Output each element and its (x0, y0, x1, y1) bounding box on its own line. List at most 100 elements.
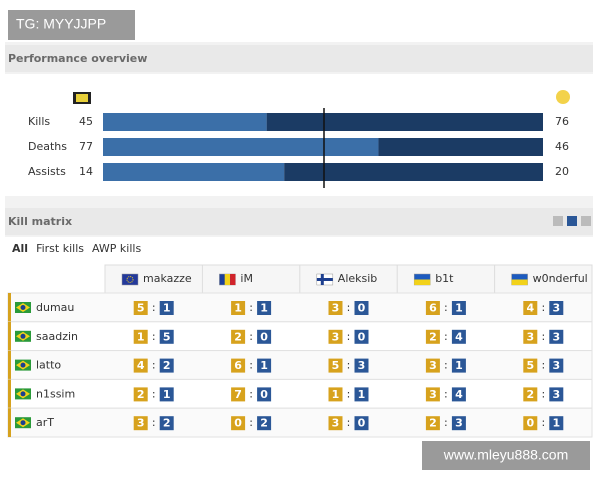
row-player[interactable]: arT (36, 416, 54, 429)
deaths-box (159, 301, 174, 315)
kills-box (231, 301, 246, 315)
kills-box (231, 329, 246, 344)
deaths-box (159, 329, 174, 344)
flag (20, 362, 26, 368)
deaths-box (451, 301, 466, 315)
num: 4 (455, 388, 463, 401)
kills-box (328, 416, 343, 431)
num: 1 (260, 302, 268, 315)
flag (316, 278, 333, 281)
num: 1 (137, 330, 145, 343)
separator: : (444, 330, 448, 343)
separator: : (444, 387, 448, 400)
num: 0 (260, 388, 268, 401)
separator: : (541, 387, 545, 400)
num: 3 (552, 359, 560, 372)
num: 1 (163, 388, 171, 401)
column-player[interactable]: b1t (435, 272, 454, 285)
num: 3 (332, 302, 340, 315)
view-icon[interactable] (581, 216, 591, 226)
num: 2 (137, 388, 145, 401)
deaths-box (257, 358, 272, 373)
stat-right: 46 (555, 140, 569, 153)
deaths-box (549, 301, 564, 315)
kills-box (523, 358, 538, 373)
kills-box (231, 358, 246, 373)
separator: : (541, 301, 545, 314)
column-player[interactable]: makazze (143, 272, 192, 285)
separator: : (347, 387, 351, 400)
view-icon[interactable] (553, 216, 563, 226)
num: 3 (429, 359, 437, 372)
kills-box (133, 358, 148, 373)
num: 0 (358, 417, 366, 430)
watermark: TG: MYYJJPP (16, 16, 106, 32)
column-player[interactable]: iM (240, 272, 253, 285)
flag (121, 273, 139, 286)
tab[interactable]: AWP kills (92, 242, 141, 255)
tab[interactable]: First kills (36, 242, 84, 255)
kills-box (328, 301, 343, 315)
bar-right (378, 138, 543, 156)
kills-box (425, 416, 440, 431)
num: 1 (552, 417, 560, 430)
kills-box (133, 387, 148, 402)
kills-box (231, 387, 246, 402)
flag (20, 391, 26, 397)
column-player[interactable]: Aleksib (338, 272, 378, 285)
row-player[interactable]: saadzin (36, 330, 78, 343)
kills-box (133, 301, 148, 315)
tab[interactable]: All (12, 242, 28, 255)
section-header (5, 208, 593, 235)
kills-box (425, 329, 440, 344)
deaths-box (451, 387, 466, 402)
bar-left (103, 138, 379, 156)
row (7, 378, 593, 409)
num: 1 (260, 359, 268, 372)
num: 3 (526, 330, 534, 343)
view-icons[interactable] (553, 216, 591, 226)
kills-box (523, 387, 538, 402)
separator: : (347, 359, 351, 372)
deaths-box (354, 387, 369, 402)
num: 0 (358, 330, 366, 343)
row-player[interactable]: latto (36, 359, 61, 372)
header-row (104, 264, 593, 294)
separator: : (152, 330, 156, 343)
kills-box (133, 329, 148, 344)
flag (320, 274, 324, 285)
flag (126, 276, 134, 283)
row-player[interactable]: dumau (36, 301, 74, 314)
kills-box (425, 387, 440, 402)
num: 3 (137, 417, 145, 430)
num: 3 (332, 417, 340, 430)
watermark-box (8, 10, 135, 40)
num: 2 (429, 417, 437, 430)
deaths-box (159, 387, 174, 402)
num: 6 (234, 359, 242, 372)
num: 6 (429, 302, 437, 315)
num: 5 (137, 302, 145, 315)
stat-label: Kills (28, 115, 50, 128)
num: 0 (234, 417, 242, 430)
separator: : (444, 416, 448, 429)
deaths-box (354, 329, 369, 344)
num: 3 (552, 302, 560, 315)
deaths-box (549, 358, 564, 373)
num: 5 (332, 359, 340, 372)
row-player[interactable]: n1ssim (36, 387, 75, 400)
deaths-box (549, 387, 564, 402)
row (7, 350, 593, 380)
num: 3 (429, 388, 437, 401)
num: 3 (552, 330, 560, 343)
separator: : (152, 359, 156, 372)
deaths-box (451, 358, 466, 373)
view-icon[interactable] (567, 216, 577, 226)
separator: : (347, 416, 351, 429)
flag (20, 333, 26, 339)
row (7, 321, 593, 352)
column-player[interactable]: w0nderful (533, 272, 588, 285)
section-title: Kill matrix (8, 215, 72, 228)
deaths-box (451, 416, 466, 431)
flag (230, 274, 236, 285)
